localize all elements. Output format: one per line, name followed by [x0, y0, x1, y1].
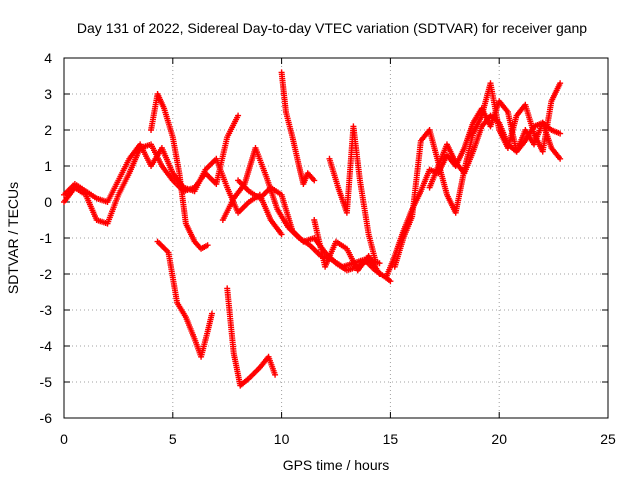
y-tick-label: -6: [40, 410, 53, 426]
y-tick-label: -1: [40, 230, 53, 246]
axis-ticks: [63, 57, 609, 419]
data-point: [311, 177, 318, 184]
series-track-2: [61, 112, 242, 227]
series-track-10: [311, 217, 383, 277]
series-track-12: [391, 80, 564, 270]
data-point: [208, 310, 215, 317]
chart-title: Day 131 of 2022, Sidereal Day-to-day VTE…: [77, 20, 587, 36]
x-tick-labels: 0 5 10 15 20 25: [60, 431, 616, 447]
y-axis-label: SDTVAR / TECUs: [5, 182, 21, 294]
y-tick-label: 3: [44, 86, 52, 102]
data-point: [387, 278, 394, 285]
data-points: [61, 69, 564, 389]
y-tick-labels: -6 -5 -4 -3 -2 -1 0 1 2 3 4: [40, 50, 53, 426]
x-tick-label: 15: [383, 431, 399, 447]
y-tick-label: 2: [44, 122, 52, 138]
grid-lines: [64, 58, 608, 418]
y-tick-label: -4: [40, 338, 53, 354]
series-track-1: [61, 141, 285, 238]
y-tick-label: 1: [44, 158, 52, 174]
x-axis-label: GPS time / hours: [283, 457, 390, 473]
data-point: [557, 130, 564, 137]
data-point: [278, 231, 285, 238]
data-point: [272, 371, 279, 378]
y-tick-label: -3: [40, 302, 53, 318]
series-track-7: [235, 177, 383, 274]
series-track-8: [278, 69, 318, 187]
x-tick-label: 5: [169, 431, 177, 447]
data-point: [557, 155, 564, 162]
y-tick-label: -5: [40, 374, 53, 390]
data-point: [376, 260, 383, 267]
y-tick-label: 4: [44, 50, 52, 66]
x-tick-label: 20: [491, 431, 507, 447]
data-point: [557, 80, 564, 87]
series-track-3: [148, 91, 211, 252]
data-point: [235, 112, 242, 119]
x-tick-label: 25: [600, 431, 616, 447]
x-tick-label: 0: [60, 431, 68, 447]
y-tick-label: 0: [44, 194, 52, 210]
x-tick-label: 10: [274, 431, 290, 447]
data-point: [204, 242, 211, 249]
series-track-9: [326, 123, 379, 263]
y-tick-label: -2: [40, 266, 53, 282]
series-track-13: [426, 112, 564, 191]
series-track-4: [154, 238, 215, 360]
data-point: [376, 271, 383, 277]
series-track-5: [224, 285, 279, 389]
